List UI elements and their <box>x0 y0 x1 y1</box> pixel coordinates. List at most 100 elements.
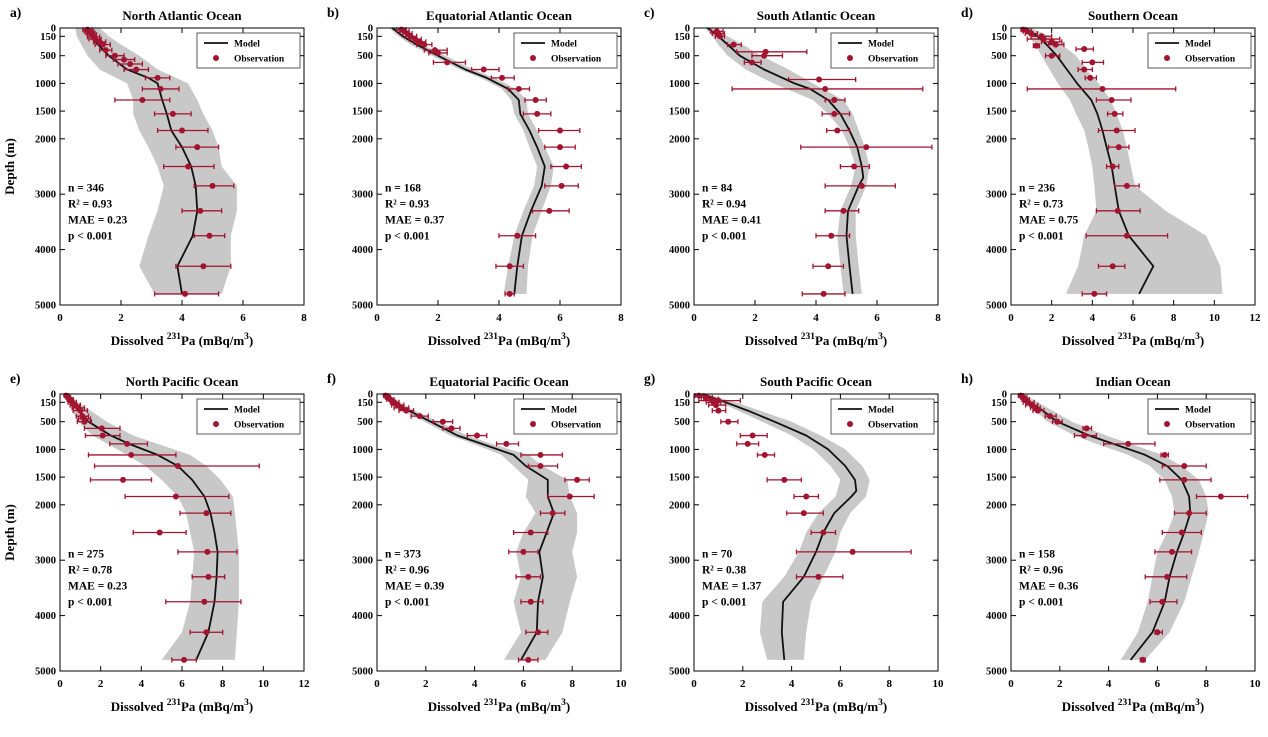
subplot-h-svg: 0 2 4 6 8 100150500100015002000300040005000In… <box>961 371 1262 714</box>
observation-marker <box>1047 413 1054 420</box>
y-tick-label: 150 <box>674 32 690 43</box>
model-line <box>391 27 546 294</box>
observation-marker <box>574 476 581 483</box>
stats-line: MAE = 0.23 <box>68 580 128 592</box>
x-tick-label: 12 <box>1250 312 1262 324</box>
y-tick-label: 1500 <box>352 473 373 484</box>
observation-marker <box>520 548 527 555</box>
observation-marker <box>172 493 179 500</box>
observation-marker <box>499 74 506 81</box>
legend-box <box>830 32 935 69</box>
x-axis-label: Dissolved 231Pa (mBq/m3) <box>428 332 571 348</box>
legend-box <box>513 32 618 69</box>
observation-marker <box>566 493 573 500</box>
y-tick-label: 500 <box>40 417 56 428</box>
x-tick-label: 10 <box>1250 678 1262 690</box>
observation-marker <box>124 440 131 447</box>
uncertainty-band <box>704 28 870 294</box>
y-tick-label: 3000 <box>986 556 1007 567</box>
panel-title: South Atlantic Ocean <box>757 8 876 23</box>
stats-line: MAE = 0.39 <box>385 580 445 592</box>
observation-marker <box>525 573 532 580</box>
subplot-b-svg: 0 2 4 6 80150500100015002000300040005000Equa… <box>327 5 624 348</box>
observation-marker <box>840 207 847 214</box>
observation-marker <box>201 598 208 605</box>
observation-marker <box>549 510 556 517</box>
y-tick-label: 150 <box>674 398 690 409</box>
x-tick-label: 0 <box>57 678 63 690</box>
observation-marker <box>102 47 109 54</box>
observation-marker <box>1081 432 1088 439</box>
observation-marker <box>1052 41 1059 48</box>
x-tick-label: 4 <box>789 678 795 690</box>
x-tick-label: 8 <box>618 312 624 324</box>
stats-line: MAE = 0.37 <box>385 214 445 226</box>
observation-marker <box>448 425 455 432</box>
stats-line: p < 0.001 <box>702 596 747 608</box>
subplot-g: 0 2 4 6 8 10 0 150 500 1000 1500 2000 3000 4000 5000 So… <box>634 366 951 732</box>
stats-line: p < 0.001 <box>385 230 430 242</box>
x-tick-label: 10 <box>258 678 270 690</box>
legend-model-label: Model <box>1185 40 1211 50</box>
y-tick-label: 4000 <box>35 611 56 622</box>
x-tick-label: 0 <box>1008 678 1014 690</box>
legend-box <box>196 32 301 69</box>
y-tick-label: 500 <box>357 417 373 428</box>
axes-frame <box>693 393 939 672</box>
observation-marker <box>205 573 212 580</box>
y-tick-label: 2000 <box>35 500 56 511</box>
observation-marker <box>744 440 751 447</box>
x-tick-label: 0 <box>57 312 63 324</box>
stats-line: R² = 0.96 <box>1019 564 1063 576</box>
observation-marker <box>558 182 565 189</box>
x-tick-label: 6 <box>1130 312 1136 324</box>
uncertainty-band <box>1021 28 1223 294</box>
subplot-a-svg: 0 2 4 6 80150500100015002000300040005000Nort… <box>2 5 307 348</box>
observation-marker <box>181 656 188 663</box>
x-tick-label: 2 <box>118 312 124 324</box>
observation-marker <box>1113 127 1120 134</box>
y-tick-label: 2000 <box>986 500 1007 511</box>
legend-observation-marker <box>1164 55 1170 61</box>
y-tick-label: 0 <box>1002 390 1007 401</box>
legend-observation-label: Observation <box>1185 421 1236 431</box>
x-tick-label: 4 <box>472 678 478 690</box>
legend-observation-marker <box>847 55 853 61</box>
observation-marker <box>77 407 84 414</box>
uncertainty-band <box>64 394 239 660</box>
observation-marker <box>761 52 768 59</box>
y-tick-label: 150 <box>40 398 56 409</box>
y-tick-label: 2000 <box>35 134 56 145</box>
observation-marker <box>532 97 539 104</box>
observation-marker <box>435 49 441 56</box>
legend-model-label: Model <box>551 406 577 416</box>
stats-line: n = 236 <box>1019 182 1055 194</box>
legend-observation-label: Observation <box>1185 55 1236 65</box>
observation-marker <box>506 263 513 270</box>
observation-marker <box>503 440 510 447</box>
observation-marker <box>863 144 870 151</box>
y-tick-label: 1500 <box>352 107 373 118</box>
x-tick-label: 2 <box>752 312 758 324</box>
panel-letter: g) <box>644 371 655 386</box>
subplot-b: 0 2 4 6 8 0 150 500 1000 1500 2000 3000 4000 5000 Equa… <box>317 0 634 366</box>
panel-letter: c) <box>644 5 655 20</box>
observation-marker <box>1099 85 1106 92</box>
observation-marker <box>1087 74 1094 81</box>
y-tick-label: 150 <box>40 32 56 43</box>
observation-marker <box>1178 529 1185 536</box>
observation-errorbar <box>736 49 808 55</box>
y-tick-label: 3000 <box>669 556 690 567</box>
observation-marker <box>1217 493 1224 500</box>
y-tick-label: 1500 <box>986 473 1007 484</box>
observation-marker <box>169 110 176 117</box>
y-tick-label: 1000 <box>352 79 373 90</box>
observation-marker <box>398 404 405 411</box>
observation-marker <box>128 451 135 458</box>
x-tick-label: 0 <box>374 678 380 690</box>
observation-marker <box>1169 548 1176 555</box>
subplot-c: 0 2 4 6 8 0 150 500 1000 1500 2000 3000 4000 5000 Sout… <box>634 0 951 366</box>
x-tick-label: 8 <box>220 678 226 690</box>
x-tick-label: 4 <box>139 678 145 690</box>
y-tick-label: 1000 <box>35 445 56 456</box>
